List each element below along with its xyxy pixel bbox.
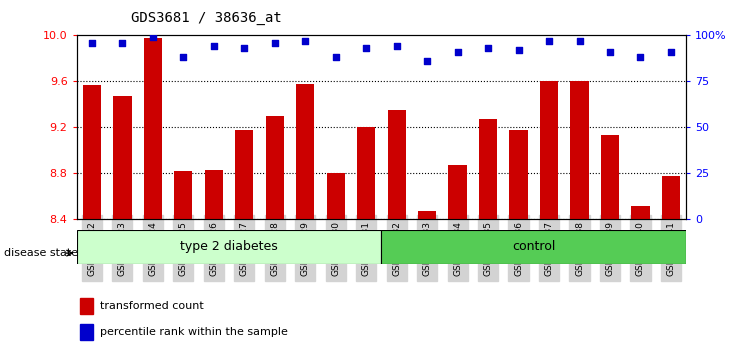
Point: [361, 45, 372, 51]
Bar: [570, 81, 588, 219]
Text: GDS3681 / 38636_at: GDS3681 / 38636_at: [131, 11, 283, 25]
Point: [665, 49, 677, 55]
Bar: [510, 130, 528, 219]
Bar: [662, 176, 680, 219]
Bar: [174, 171, 193, 219]
Text: transformed count: transformed count: [100, 301, 204, 311]
Bar: [601, 136, 619, 219]
Bar: [235, 130, 253, 219]
Bar: [113, 96, 131, 219]
Point: [512, 47, 524, 53]
Point: [269, 40, 280, 46]
Point: [117, 40, 128, 46]
Text: type 2 diabetes: type 2 diabetes: [180, 240, 278, 253]
Point: [574, 38, 585, 44]
Point: [147, 34, 158, 40]
Bar: [448, 165, 466, 219]
Point: [452, 49, 464, 55]
Point: [483, 45, 494, 51]
Bar: [326, 173, 345, 219]
Point: [330, 55, 342, 60]
Point: [543, 38, 555, 44]
Text: disease state: disease state: [4, 248, 78, 258]
Point: [86, 40, 98, 46]
Bar: [77, 230, 381, 264]
Bar: [80, 324, 93, 340]
Bar: [631, 206, 650, 219]
Bar: [266, 116, 284, 219]
Bar: [388, 110, 406, 219]
Point: [391, 44, 402, 49]
Bar: [82, 85, 101, 219]
Point: [177, 55, 189, 60]
Point: [604, 49, 616, 55]
Bar: [144, 38, 162, 219]
Text: percentile rank within the sample: percentile rank within the sample: [100, 327, 288, 337]
Bar: [80, 298, 93, 314]
Bar: [296, 84, 315, 219]
Point: [208, 44, 220, 49]
Bar: [540, 81, 558, 219]
Point: [421, 58, 433, 64]
Bar: [381, 230, 686, 264]
Bar: [357, 127, 375, 219]
Bar: [418, 211, 437, 219]
Point: [299, 38, 311, 44]
Bar: [204, 170, 223, 219]
Point: [239, 45, 250, 51]
Text: control: control: [512, 240, 556, 253]
Point: [634, 55, 646, 60]
Bar: [479, 119, 497, 219]
